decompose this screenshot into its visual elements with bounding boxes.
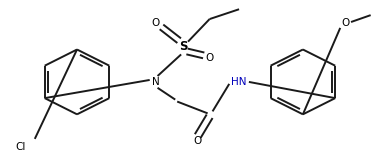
Text: O: O [205, 53, 214, 63]
Text: O: O [152, 18, 160, 28]
Text: N: N [152, 77, 159, 87]
Text: HN: HN [231, 77, 247, 87]
Text: S: S [179, 40, 187, 53]
Text: O: O [194, 136, 202, 146]
Text: Cl: Cl [16, 142, 26, 152]
Text: O: O [341, 18, 349, 28]
